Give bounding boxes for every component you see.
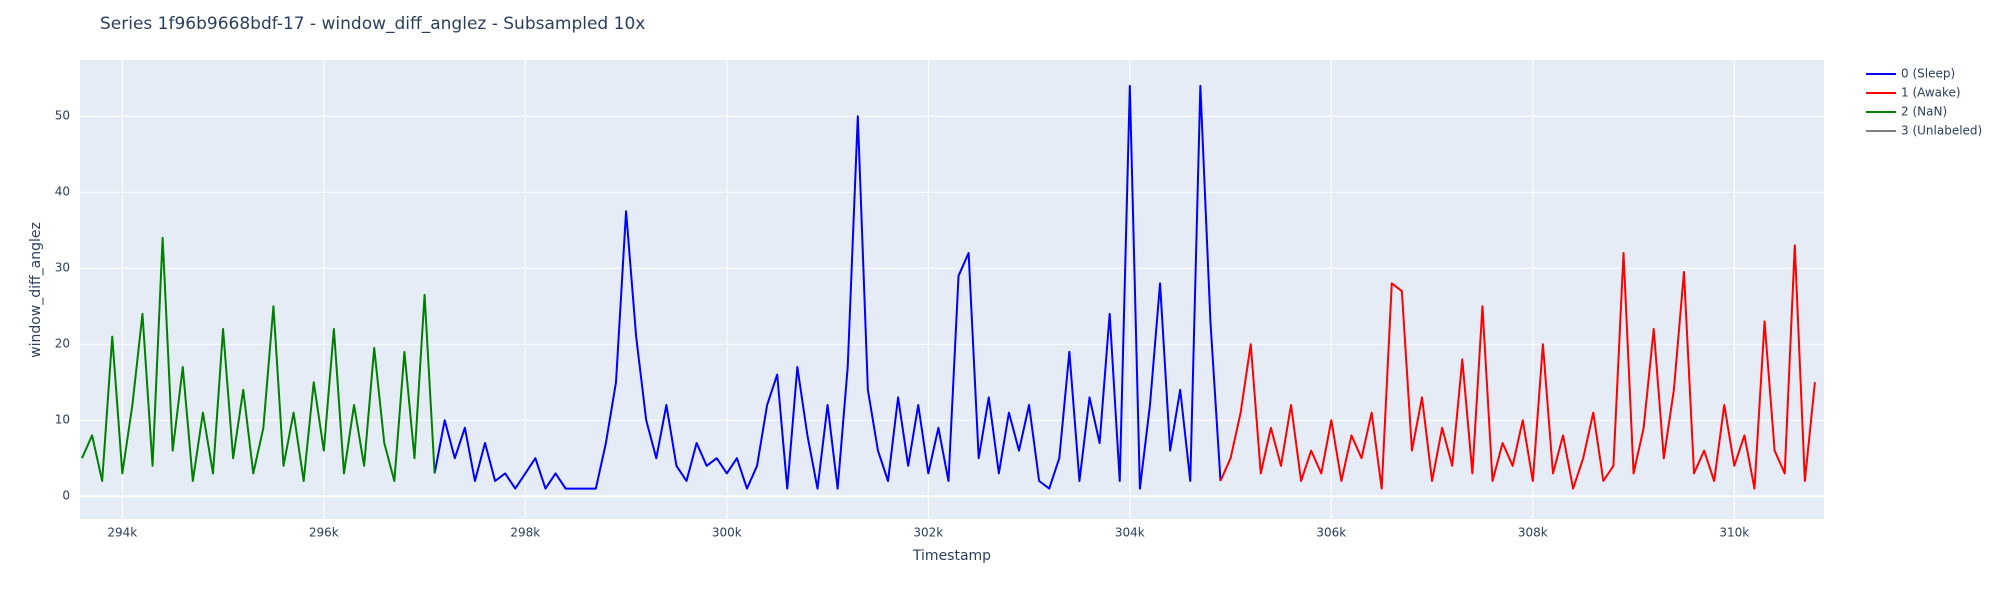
x-tick-label: 306k	[1316, 526, 1346, 540]
x-tick-label: 300k	[712, 526, 742, 540]
y-tick-label: 50	[55, 109, 70, 123]
x-tick-label: 302k	[913, 526, 943, 540]
y-axis-title: window_diff_anglez	[28, 222, 44, 358]
chart-title: Series 1f96b9668bdf-17 - window_diff_ang…	[100, 14, 645, 34]
x-tick-label: 308k	[1518, 526, 1548, 540]
lines	[81, 84, 1816, 490]
y-tick-label: 20	[55, 337, 70, 351]
x-tick-label: 296k	[309, 526, 339, 540]
legend-label[interactable]: 0 (Sleep)	[1901, 67, 1955, 81]
y-tick-label: 30	[55, 261, 70, 275]
series-line	[433, 84, 1222, 490]
legend: 0 (Sleep) 1 (Awake) 2 (NaN) 3 (Unlabeled)	[1866, 67, 1982, 138]
legend-label[interactable]: 2 (NaN)	[1901, 105, 1947, 119]
y-tick-label: 10	[55, 413, 70, 427]
legend-label[interactable]: 1 (Awake)	[1901, 86, 1961, 100]
x-tick-label: 294k	[107, 526, 137, 540]
plot-background	[80, 60, 1824, 519]
legend-label[interactable]: 3 (Unlabeled)	[1901, 124, 1982, 138]
labels: 294k 296k 298k 300k 302k 304k 306k 308k 310k 0 10 2…	[55, 109, 1750, 540]
y-tick-label: 40	[55, 185, 70, 199]
x-tick-label: 298k	[510, 526, 540, 540]
x-tick-label: 304k	[1115, 526, 1145, 540]
x-tick-label: 310k	[1719, 526, 1749, 540]
series-line	[1219, 244, 1816, 490]
series-line	[81, 236, 436, 482]
x-axis-title: Timestamp	[912, 548, 991, 564]
y-tick-label: 0	[62, 489, 70, 503]
